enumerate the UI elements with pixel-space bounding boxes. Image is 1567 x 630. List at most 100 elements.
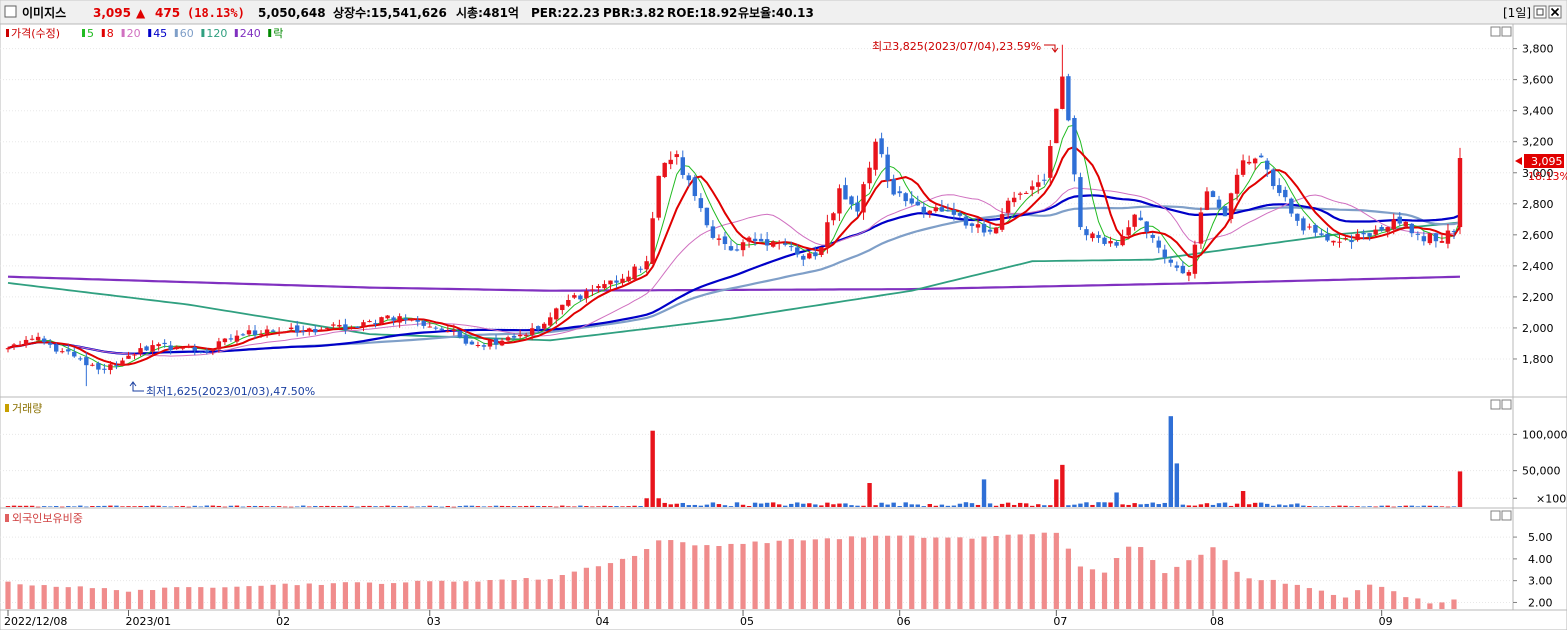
- ma8-line: [7, 145, 1461, 366]
- candle: [252, 325, 258, 339]
- foreign-bar: [1089, 569, 1096, 609]
- foreign-panel-max-button[interactable]: [1501, 510, 1512, 521]
- candle: [1132, 213, 1137, 231]
- foreign-bar: [1222, 560, 1228, 609]
- legend-item: 락: [273, 27, 283, 40]
- volume-bar: [1144, 503, 1149, 507]
- candle: [397, 313, 402, 328]
- price-panel-restore-button[interactable]: [1490, 26, 1501, 37]
- candle: [873, 138, 878, 176]
- candle: [1283, 186, 1288, 202]
- candle: [578, 294, 583, 302]
- legend-swatch: [6, 29, 9, 37]
- volume-bar: [783, 505, 788, 507]
- volume-panel-title: 거래량: [12, 402, 42, 415]
- volume-bar: [620, 506, 625, 507]
- volume-bar: [331, 505, 336, 507]
- volume-bar: [758, 503, 764, 507]
- volume-tick-label: 100,000: [1522, 428, 1567, 441]
- volume-bar: [1066, 505, 1071, 507]
- foreign-bar: [969, 538, 975, 609]
- volume-bar: [632, 505, 637, 507]
- candle: [1144, 221, 1149, 239]
- volume-bar: [198, 506, 203, 508]
- candle: [72, 347, 77, 358]
- candle: [1391, 213, 1396, 235]
- candle: [47, 339, 53, 349]
- candle: [728, 240, 734, 252]
- volume-bar: [728, 506, 734, 507]
- candle: [602, 280, 607, 290]
- candle: [1397, 212, 1402, 227]
- volume-bar: [475, 506, 481, 507]
- header-checkbox[interactable]: [4, 5, 17, 18]
- volume-bar: [746, 506, 752, 507]
- ma45-line: [7, 194, 1461, 355]
- volume-bar: [1367, 506, 1372, 507]
- volume-bar: [879, 502, 884, 507]
- candle: [1162, 244, 1167, 264]
- volume-bar: [60, 506, 65, 508]
- foreign-bar: [354, 582, 361, 609]
- window-controls: [1533, 5, 1562, 19]
- candle: [1385, 226, 1390, 238]
- candle: [921, 202, 926, 218]
- candle: [975, 217, 981, 234]
- candle: [915, 195, 920, 206]
- foreign-panel-restore-button[interactable]: [1490, 510, 1501, 521]
- volume-bar: [674, 503, 679, 507]
- candle: [457, 330, 463, 339]
- volume-bar: [1319, 506, 1324, 507]
- restore-button[interactable]: [1533, 5, 1547, 19]
- foreign-bar: [1138, 547, 1144, 609]
- volume-bar: [168, 506, 173, 508]
- candle: [439, 326, 444, 331]
- price-change-pct: (18.13%): [187, 6, 245, 20]
- candle: [1361, 229, 1366, 240]
- candle: [590, 284, 595, 297]
- volume-bar: [656, 498, 661, 507]
- volume-bar: [1168, 416, 1174, 507]
- candle: [475, 341, 481, 348]
- volume-bar: [897, 505, 902, 507]
- volume-bar: [885, 504, 890, 507]
- foreign-bar: [788, 539, 794, 609]
- volume-bar: [138, 505, 143, 507]
- foreign-bar: [174, 587, 180, 609]
- foreign-bar: [234, 586, 240, 609]
- candle: [174, 345, 179, 350]
- volume-bar: [270, 506, 276, 507]
- volume-bar: [710, 502, 716, 507]
- candle: [331, 322, 336, 329]
- volume-bar: [120, 506, 125, 507]
- foreign-bar: [547, 579, 553, 609]
- volume-bar: [861, 505, 866, 507]
- volume-bar: [66, 506, 71, 507]
- foreign-bar: [5, 581, 11, 609]
- volume-bar: [84, 506, 89, 508]
- period-selector[interactable]: [1일]: [1503, 6, 1531, 20]
- price-panel-max-button[interactable]: [1501, 26, 1512, 37]
- candle: [517, 329, 523, 339]
- candle: [650, 211, 655, 265]
- foreign-bar: [656, 540, 662, 609]
- candle: [1072, 115, 1077, 182]
- foreign-bar: [1077, 566, 1084, 609]
- candle: [373, 319, 378, 328]
- volume-bar: [1042, 505, 1047, 507]
- market-cap: 시총:481억: [456, 5, 519, 20]
- candle: [192, 343, 197, 356]
- price-tick-label: 2,600: [1522, 229, 1554, 242]
- volume-bar: [1096, 502, 1101, 507]
- foreign-bar: [1174, 566, 1180, 609]
- volume-bar: [740, 504, 746, 507]
- volume-panel-max-button[interactable]: [1501, 399, 1512, 410]
- volume-bar: [1108, 502, 1113, 507]
- volume-bar: [975, 504, 981, 507]
- volume-panel-restore-button[interactable]: [1490, 399, 1501, 410]
- candle: [1066, 73, 1071, 122]
- volume-panel-icon: [5, 404, 9, 412]
- foreign-bar: [619, 558, 626, 609]
- volume-bar: [1102, 502, 1107, 507]
- candle: [783, 238, 788, 247]
